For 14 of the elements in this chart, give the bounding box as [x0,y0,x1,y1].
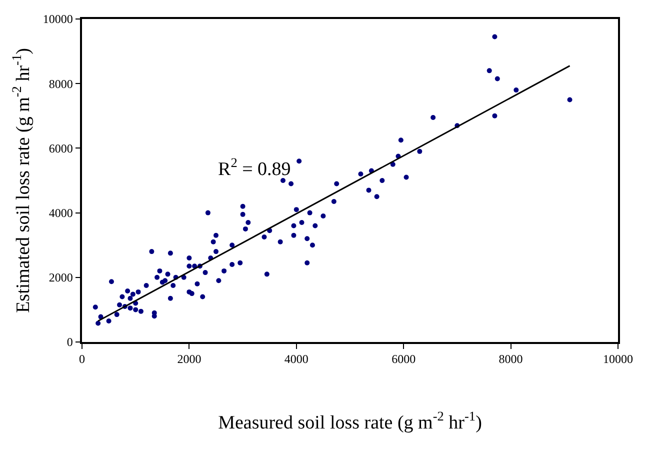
x-tick-label: 4000 [284,352,308,366]
x-axis-title: Measured soil loss rate (g m$^{-2}$ hr$^{-1}$) [218,408,482,434]
x-tick-label: 2000 [177,352,202,366]
y-tick-label: 4000 [48,206,73,220]
x-tick-label: 10000 [603,352,633,366]
y-tick-label: 0 [66,335,73,350]
y-tick-label: 10000 [42,12,73,26]
annotation: R$^{2}$ = 0.89 [218,155,291,180]
x-tick-label: 0 [79,352,85,366]
y-tick-label: 8000 [48,76,73,91]
y-tick-label: 2000 [48,270,73,285]
x-tick-label: 6000 [392,352,416,366]
y-tick-label: 6000 [48,141,73,156]
x-tick-label: 8000 [498,352,523,366]
